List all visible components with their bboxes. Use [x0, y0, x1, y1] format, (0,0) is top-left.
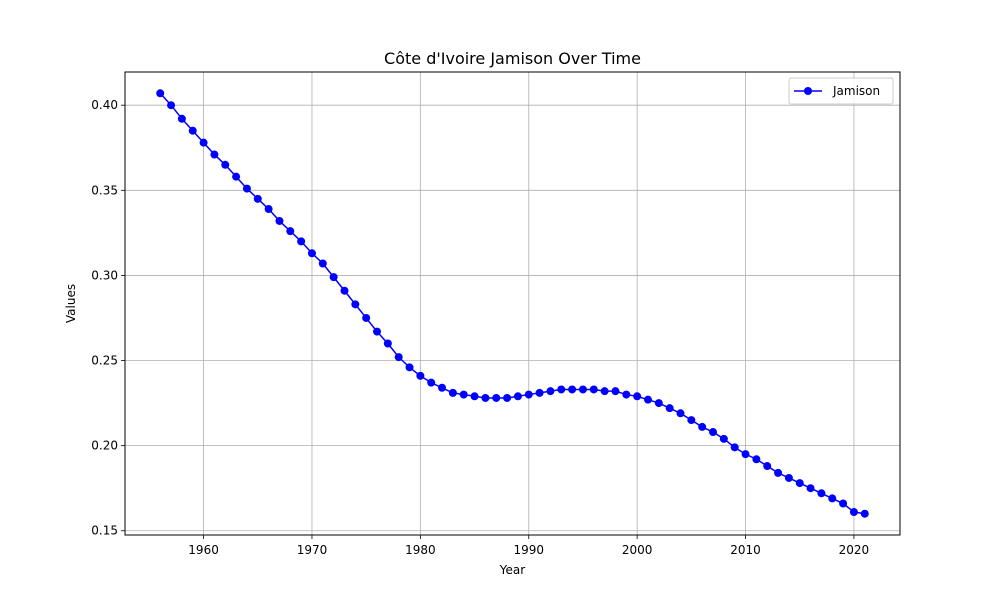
data-point: [698, 422, 707, 431]
data-point: [362, 313, 371, 322]
data-point: [481, 393, 490, 402]
data-point: [687, 416, 696, 425]
data-point: [676, 409, 685, 418]
data-point: [622, 390, 631, 399]
data-point: [503, 393, 512, 402]
data-point: [318, 259, 327, 268]
data-point: [719, 434, 728, 443]
ticks: 1960 1970 1980 1990 2000 2010 2020 0.15 0.20 0.25…: [91, 98, 869, 557]
data-point: [654, 399, 663, 408]
data-point: [849, 508, 858, 517]
data-point: [253, 194, 262, 203]
data-point: [405, 363, 414, 372]
series-layer: [156, 89, 869, 518]
data-point: [470, 392, 479, 401]
x-tick-label: 2020: [839, 543, 870, 557]
grid: [125, 72, 900, 535]
legend-label-jamison: Jamison: [832, 84, 880, 98]
plot-frame: [124, 71, 901, 536]
data-point: [232, 172, 241, 181]
legend: Jamison: [788, 77, 894, 105]
data-point: [394, 353, 403, 362]
data-point: [416, 371, 425, 380]
data-point: [806, 484, 815, 493]
x-tick-label: 1960: [188, 543, 219, 557]
data-point: [221, 160, 230, 169]
data-point: [167, 101, 176, 110]
data-point: [709, 428, 718, 437]
data-point: [774, 468, 783, 477]
data-point: [730, 443, 739, 452]
data-point: [459, 390, 468, 399]
data-point: [264, 205, 273, 214]
legend-marker-swatch: [804, 87, 812, 95]
data-point: [557, 385, 566, 394]
data-point: [665, 404, 674, 413]
data-point: [177, 114, 186, 123]
data-point: [828, 494, 837, 503]
x-axis-label: Year: [499, 563, 525, 577]
data-point: [535, 388, 544, 397]
data-point: [741, 450, 750, 459]
data-point: [373, 327, 382, 336]
data-point: [492, 393, 501, 402]
y-tick-label: 0.40: [91, 98, 118, 112]
legend-box: [788, 77, 894, 105]
x-tick-label: 2000: [622, 543, 653, 557]
data-point: [524, 390, 533, 399]
data-point: [795, 479, 804, 488]
data-point: [307, 249, 316, 258]
data-point: [817, 489, 826, 498]
y-tick-label: 0.15: [91, 524, 118, 538]
y-tick-label: 0.20: [91, 439, 118, 453]
data-point: [188, 126, 197, 135]
data-point: [438, 383, 447, 392]
data-point: [297, 237, 306, 246]
data-point: [383, 339, 392, 348]
data-point: [199, 138, 208, 147]
data-point: [513, 392, 522, 401]
x-tick-label: 2010: [730, 543, 761, 557]
data-point: [839, 499, 848, 508]
data-point: [633, 392, 642, 401]
x-tick-label: 1980: [405, 543, 436, 557]
y-axis-label: Values: [64, 284, 78, 323]
data-point: [611, 387, 620, 396]
data-point: [286, 227, 295, 236]
data-point: [860, 509, 869, 518]
data-point: [752, 455, 761, 464]
data-point: [600, 387, 609, 396]
x-tick-label: 1970: [297, 543, 328, 557]
data-point: [351, 300, 360, 309]
data-point: [643, 395, 652, 404]
y-tick-label: 0.35: [91, 183, 118, 197]
chart-title: Côte d'Ivoire Jamison Over Time: [384, 49, 641, 68]
data-point: [546, 387, 555, 396]
data-point: [210, 150, 219, 159]
data-point: [763, 462, 772, 471]
data-point: [448, 388, 457, 397]
y-tick-label: 0.30: [91, 268, 118, 282]
x-tick-label: 1990: [513, 543, 544, 557]
data-point: [329, 273, 338, 282]
data-point: [340, 286, 349, 295]
data-point: [589, 385, 598, 394]
data-point: [156, 89, 165, 98]
data-point: [275, 216, 284, 225]
data-point: [427, 378, 436, 387]
data-point: [242, 184, 251, 193]
data-point: [784, 473, 793, 482]
data-point: [568, 385, 577, 394]
data-point: [578, 385, 587, 394]
y-tick-label: 0.25: [91, 354, 118, 368]
